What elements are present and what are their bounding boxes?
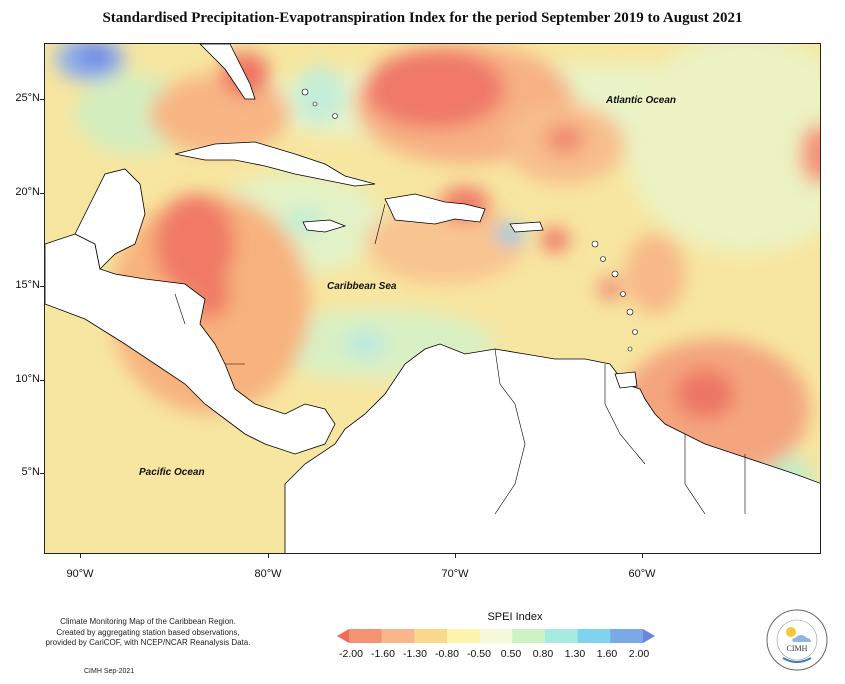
hispaniola (384, 193, 486, 225)
lon-tick (268, 554, 269, 558)
lon-tick (642, 554, 643, 558)
lat-label-10n: 10°N (15, 373, 40, 385)
map-title: Standardised Precipitation-Evapotranspir… (102, 10, 743, 26)
map-credits: Climate Monitoring Map of the Caribbean … (33, 617, 263, 649)
credits-line-2: Created by aggregating station based obs… (56, 627, 240, 637)
lat-tick (40, 473, 44, 474)
lon-tick (455, 554, 456, 558)
spei-map-canvas (45, 44, 820, 553)
legend-tick-label: 0.80 (532, 648, 554, 660)
pacific-ocean-label: Pacific Ocean (139, 467, 205, 478)
lat-label-15n: 15°N (15, 279, 40, 291)
credits-line-1: Climate Monitoring Map of the Caribbean … (60, 617, 236, 626)
legend-tick-label: 1.30 (564, 648, 586, 660)
lat-label-5n: 5°N (21, 466, 40, 478)
legend-tick-label: 2.00 (628, 648, 650, 660)
legend-title: SPEI Index (487, 611, 543, 623)
legend-swatch (610, 629, 644, 643)
lat-tick (40, 193, 44, 194)
legend-swatch (414, 629, 448, 643)
trinidad (614, 371, 638, 389)
lat-label-25n: 25°N (15, 92, 40, 104)
credits-line-3: provided by CariCOF, with NCEP/NCAR Rean… (45, 638, 251, 647)
legend-swatch (545, 629, 579, 643)
legend-colorbar (337, 629, 655, 643)
logo-text: CIMH (787, 644, 808, 653)
yucatan (74, 168, 146, 270)
legend-tick-label: -2.00 (339, 648, 363, 660)
legend-swatch (349, 629, 383, 643)
legend-swatch (337, 629, 349, 643)
lat-tick (40, 380, 44, 381)
legend-swatch (447, 629, 481, 643)
legend-tick-label: 1.60 (596, 648, 618, 660)
cimh-date: CIMH Sep-2021 (84, 668, 135, 675)
legend-swatch (381, 629, 415, 643)
cimh-logo: CIMH (766, 609, 828, 671)
jamaica (302, 219, 347, 233)
legend-tick-label: -0.50 (467, 648, 491, 660)
lesser-antilles (301, 88, 638, 352)
spei-map: Atlantic Ocean Caribbean Sea Pacific Oce… (44, 43, 821, 554)
puerto-rico (509, 221, 544, 233)
legend-tick-label: -1.60 (371, 648, 395, 660)
atlantic-ocean-label: Atlantic Ocean (606, 95, 677, 106)
lon-tick (80, 554, 81, 558)
legend-swatch (643, 629, 655, 643)
lat-label-20n: 20°N (15, 186, 40, 198)
lon-label-80w: 80°W (254, 568, 282, 580)
caribbean-sea-label: Caribbean Sea (327, 281, 397, 292)
lat-tick (40, 99, 44, 100)
lon-label-90w: 90°W (66, 568, 94, 580)
lon-label-70w: 70°W (441, 568, 469, 580)
cuba (174, 141, 376, 187)
florida (199, 44, 256, 100)
legend-swatch (479, 629, 513, 643)
legend-tick-labels: -2.00 -1.60 -1.30 -0.80 -0.50 0.50 0.80 1.30 1.6… (339, 648, 649, 662)
legend-tick-label: -0.80 (435, 648, 459, 660)
country-borders (174, 203, 746, 515)
land-masses (45, 44, 820, 553)
lat-tick (40, 286, 44, 287)
central-america (45, 233, 336, 455)
legend-swatch (577, 629, 611, 643)
legend-swatch (512, 629, 546, 643)
legend-tick-label: 0.50 (500, 648, 522, 660)
legend-tick-label: -1.30 (403, 648, 427, 660)
lon-label-60w: 60°W (628, 568, 656, 580)
